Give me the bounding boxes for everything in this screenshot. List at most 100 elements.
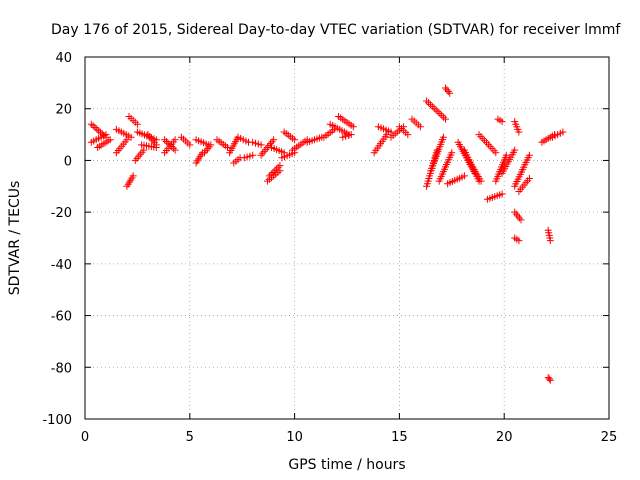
data-series-segment — [201, 141, 215, 157]
data-point — [272, 165, 280, 173]
data-point — [432, 106, 440, 114]
y-tick-label: -100 — [42, 413, 72, 428]
data-point — [291, 136, 299, 144]
data-series-segment — [544, 226, 554, 245]
data-series-segment — [112, 136, 131, 157]
y-tick-label: 20 — [55, 103, 72, 118]
data-point — [98, 130, 106, 138]
y-tick-label: 0 — [64, 154, 72, 169]
data-point — [502, 151, 510, 159]
data-point — [162, 138, 170, 145]
data-point — [423, 97, 431, 105]
y-tick-label: -80 — [51, 361, 72, 376]
data-point — [511, 146, 519, 154]
data-series-segment — [511, 118, 523, 136]
data-series-segment — [498, 146, 519, 177]
data-point — [169, 144, 177, 152]
data-series-segment — [408, 115, 424, 131]
data-series-segment — [161, 136, 179, 154]
data-series-segment — [192, 149, 206, 167]
data-series-segment — [213, 136, 231, 151]
data-series-segment — [303, 133, 326, 146]
y-tick-label: -20 — [51, 206, 72, 221]
data-point — [545, 375, 553, 383]
data-series-segment — [339, 131, 355, 141]
data-series-segment — [427, 133, 447, 175]
y-tick-label: -40 — [51, 258, 72, 273]
axis-ticks: 0 5 10 15 20 25 40 20 0 -20 -40 -60 -80 -100 — [42, 51, 617, 445]
data-point — [434, 108, 442, 116]
data-point — [525, 151, 533, 159]
y-axis-label: SDTVAR / TECUs — [7, 181, 23, 296]
data-point — [249, 151, 257, 159]
data-point — [460, 172, 468, 180]
data-series-segment — [192, 136, 213, 149]
data-point — [267, 170, 275, 178]
data-series-segment — [234, 133, 252, 146]
data-point — [436, 110, 444, 118]
data-series-segment — [435, 149, 456, 185]
data-series-segment — [511, 234, 523, 245]
data-point — [133, 120, 141, 128]
data-point — [164, 139, 172, 147]
data-point — [207, 141, 215, 149]
data-series-segment — [511, 151, 533, 190]
data-point — [438, 111, 446, 119]
data-point — [89, 122, 97, 130]
data-point — [87, 120, 95, 128]
data-point — [347, 131, 355, 139]
data-point — [129, 172, 137, 180]
chart-title: Day 176 of 2015, Sidereal Day-to-day VTE… — [51, 22, 621, 38]
data-point — [271, 167, 279, 175]
data-point — [161, 136, 169, 144]
data-series-segment — [94, 136, 114, 151]
y-tick-label: -60 — [51, 310, 72, 325]
data-series-segment — [515, 175, 533, 195]
data-point — [515, 237, 523, 245]
data-point — [404, 131, 412, 139]
data-point — [166, 141, 174, 149]
data-point — [498, 118, 506, 126]
plot-frame — [84, 56, 610, 420]
data-series-segment — [280, 128, 299, 144]
data-series-segment — [138, 141, 160, 151]
data-series-segment — [230, 154, 244, 167]
data-point — [106, 136, 114, 144]
data-series-segment — [265, 162, 284, 180]
data-point — [168, 143, 176, 151]
data-series-segment — [548, 128, 567, 141]
data-series-segment — [511, 208, 525, 224]
x-tick-label: 20 — [496, 430, 513, 445]
data-series-segment — [289, 136, 311, 154]
data-point — [440, 113, 448, 121]
data-point — [426, 101, 434, 109]
data-point — [91, 124, 99, 131]
data-point — [444, 88, 452, 95]
data-point — [383, 131, 391, 139]
data-series-segment — [370, 131, 391, 157]
data-point — [123, 136, 131, 144]
data-series-segment — [177, 133, 194, 149]
data-series-segment — [268, 144, 288, 157]
data-point — [416, 123, 424, 131]
data-series-segment — [374, 123, 395, 136]
data-point — [559, 128, 567, 136]
data-point — [448, 149, 456, 157]
data-series-segment — [112, 125, 135, 141]
data-series-segment — [442, 84, 454, 97]
data-point — [477, 177, 485, 185]
data-series-segment — [144, 131, 160, 149]
data-series-segment — [544, 374, 554, 384]
x-axis-label: GPS time / hours — [288, 457, 405, 473]
data-point — [171, 136, 179, 144]
data-series-segment — [494, 115, 506, 126]
data-point — [127, 133, 135, 141]
data-point — [442, 115, 449, 123]
data-point — [270, 136, 278, 144]
data-point — [498, 190, 506, 198]
data-point — [546, 376, 554, 384]
data-series-segment — [249, 138, 265, 149]
data-series-segment — [483, 190, 506, 203]
data-series-segment — [465, 156, 485, 185]
data-point — [274, 163, 282, 171]
